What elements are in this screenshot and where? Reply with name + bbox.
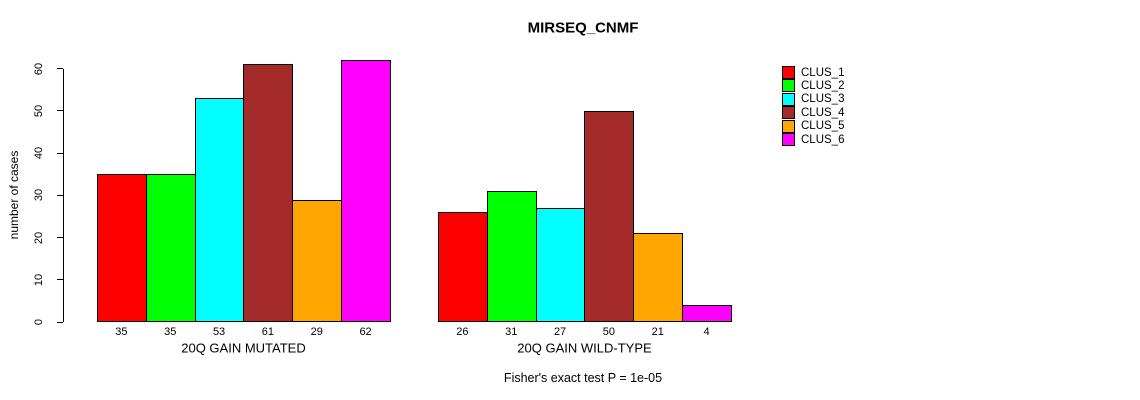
bar-clus_2-group1 [146,174,196,322]
y-axis-tick-label: 50 [33,104,45,117]
bar-value-label: 26 [456,326,469,338]
legend-swatch-clus_1 [782,66,795,79]
y-axis-tick [57,279,63,281]
bar-value-label: 61 [261,326,275,338]
bar-value-label: 21 [651,326,664,338]
y-axis-tick [57,68,63,70]
y-axis-label: number of cases [7,150,21,240]
bar-value-label: 50 [602,326,616,338]
y-axis-tick [57,110,63,112]
x-group-label-1: 20Q GAIN MUTATED [181,340,306,356]
chart-title: MIRSEQ_CNMF [527,19,639,37]
legend-label-clus_3: CLUS_3 [801,93,845,106]
legend-label-clus_4: CLUS_4 [801,106,845,119]
bar-clus_3-group2 [536,208,585,322]
y-axis-tick [57,194,63,196]
bar-clus_5-group1 [292,200,342,322]
bar-clus_6-group2 [682,305,732,322]
y-axis-tick-label: 10 [33,273,45,286]
legend-swatch-clus_2 [782,79,795,93]
bar-clus_1-group1 [97,174,147,322]
bar-clus_4-group2 [584,111,634,322]
x-group-label-2: 20Q GAIN WILD-TYPE [517,340,652,356]
bar-value-label: 31 [505,326,518,338]
y-axis-tick [57,152,63,154]
legend-label-clus_2: CLUS_2 [801,79,845,92]
bar-value-label: 27 [553,326,567,338]
bar-value-label: 62 [359,326,372,338]
legend-label-clus_1: CLUS_1 [801,66,845,79]
legend-swatch-clus_6 [782,133,795,146]
bar-value-label: 35 [115,326,128,338]
bar-clus_3-group1 [195,98,244,322]
legend-swatch-clus_5 [782,119,795,133]
bar-clus_1-group2 [438,212,488,322]
y-axis-tick [57,237,63,239]
legend-swatch-clus_3 [782,92,795,106]
y-axis-tick-label: 60 [33,62,45,75]
y-axis-tick [57,321,63,323]
legend-label-clus_6: CLUS_6 [801,133,845,146]
bar-clus_2-group2 [487,191,537,322]
y-axis-line [63,68,64,322]
bar-clus_6-group1 [341,60,391,322]
bar-value-label: 35 [164,326,177,338]
bar-value-label: 29 [310,326,323,338]
bar-value-label: 4 [703,326,710,338]
bar-clus_4-group1 [243,64,293,322]
y-axis-tick-label: 30 [33,189,45,202]
y-axis-tick-label: 20 [33,231,45,244]
y-axis-tick-label: 40 [33,146,45,160]
legend-label-clus_5: CLUS_5 [801,120,845,133]
bar-value-label: 53 [212,326,226,338]
annotation-text: Fisher's exact test P = 1e-05 [503,371,663,385]
legend-swatch-clus_4 [782,106,795,120]
y-axis-tick-label: 0 [33,318,45,326]
bar-clus_5-group2 [633,233,683,322]
